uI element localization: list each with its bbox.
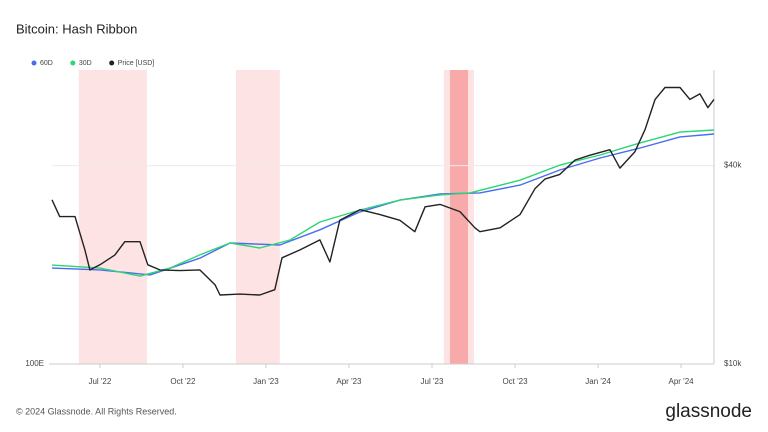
x-tick-label: Jan '23	[253, 377, 279, 386]
x-tick-label: Jul '22	[88, 377, 111, 386]
legend-marker	[109, 60, 115, 66]
footer: © 2024 Glassnode. All Rights Reserved.	[16, 406, 177, 416]
x-tick-label: Oct '23	[502, 377, 528, 386]
y2-tick-label: $40k	[724, 161, 742, 170]
legend-marker	[31, 60, 37, 66]
series-line	[51, 86, 715, 296]
legend-label: Price [USD]	[118, 60, 155, 67]
y2-tick-label: $10k	[724, 359, 742, 368]
x-tick-label: Jul '23	[421, 377, 444, 386]
capitulation-band	[236, 70, 280, 364]
x-tick-label: Oct '22	[170, 377, 196, 386]
x-tick-label: Apr '24	[669, 377, 695, 386]
chart-title: Bitcoin: Hash Ribbon	[16, 21, 137, 36]
x-tick-label: Jan '24	[585, 377, 611, 386]
legend-label: 60D	[40, 60, 53, 67]
legend-label: 30D	[79, 60, 92, 67]
capitulation-band	[449, 70, 468, 364]
brand-logo: glassnode	[665, 401, 752, 422]
legend-marker	[70, 60, 76, 66]
series-line	[51, 129, 715, 277]
x-tick-label: Apr '23	[336, 377, 362, 386]
capitulation-band	[78, 70, 147, 364]
y-tick-label: 100E	[25, 359, 44, 368]
